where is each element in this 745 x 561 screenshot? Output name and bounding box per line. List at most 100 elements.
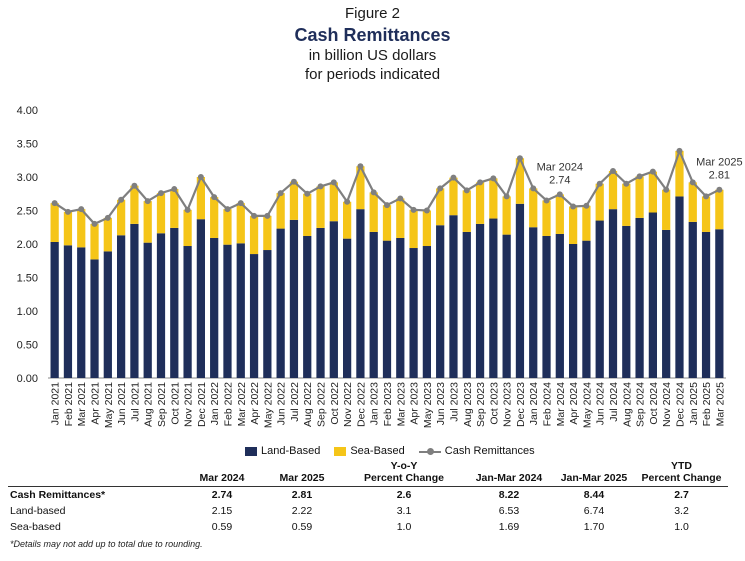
- x-tick-label: Jan 2021: [50, 382, 62, 425]
- bar-sea-based: [63, 211, 73, 246]
- line-point-cash-remittances: [623, 180, 630, 187]
- line-point-cash-remittances: [543, 197, 550, 204]
- x-tick-label: Aug 2024: [621, 382, 633, 427]
- x-tick-label: Jun 2024: [595, 382, 607, 425]
- x-tick-label: Jul 2021: [129, 382, 141, 422]
- bar-land-based: [608, 209, 618, 378]
- bar-land-based: [396, 237, 405, 378]
- bar-land-based: [555, 233, 564, 378]
- x-tick-label: Aug 2021: [143, 382, 155, 427]
- bar-land-based: [356, 209, 365, 378]
- line-point-cash-remittances: [64, 208, 71, 215]
- annotation-value: 2.81: [709, 170, 730, 182]
- line-point-cash-remittances: [290, 178, 297, 185]
- table-header-cell: Jan-Mar 2024: [465, 460, 553, 487]
- table-cell: 1.0: [674, 521, 689, 533]
- table-row: Sea-based 0.59 0.59 1.0 1.69 1.70 1.0: [8, 519, 728, 535]
- legend-label-line: Cash Remittances: [444, 445, 535, 457]
- chart-subtitle-period: for periods indicated: [304, 66, 441, 83]
- annotation-value: 2.74: [549, 174, 570, 186]
- bar-sea-based: [289, 181, 299, 220]
- x-tick-label: Nov 2021: [183, 382, 195, 427]
- line-point-cash-remittances: [503, 193, 510, 200]
- x-tick-label: Mar 2022: [236, 382, 248, 427]
- table-cell: 1.70: [583, 521, 605, 533]
- figure-titles: Figure 2 Cash Remittances in billion US …: [0, 4, 745, 84]
- bar-sea-based: [342, 201, 352, 239]
- line-point-cash-remittances: [344, 198, 351, 205]
- bar-sea-based: [595, 183, 604, 221]
- bar-sea-based: [236, 203, 245, 244]
- x-tick-label: Aug 2023: [462, 382, 474, 427]
- x-tick-label: Feb 2021: [63, 382, 75, 427]
- bar-sea-based: [116, 199, 126, 236]
- bar-sea-based: [130, 185, 139, 224]
- x-tick-label: Sep 2023: [475, 382, 487, 427]
- bar-sea-based: [303, 193, 312, 236]
- line-point-cash-remittances: [370, 189, 377, 196]
- bar-land-based: [582, 240, 591, 378]
- table-row-label: Cash Remittances*: [10, 489, 106, 501]
- line-point-cash-remittances: [144, 198, 151, 205]
- bar-sea-based: [502, 196, 511, 235]
- summary-table: Mar 2024 Mar 2025 Y-o-Y Percent Change J…: [8, 460, 728, 535]
- table-cell: 8.44: [583, 489, 605, 501]
- line-point-cash-remittances: [171, 186, 178, 193]
- line-point-cash-remittances: [78, 206, 85, 213]
- legend-swatch-sea: [334, 446, 347, 456]
- x-tick-label: Feb 2023: [382, 382, 394, 427]
- bar-land-based: [662, 229, 671, 378]
- table-cell: 2.81: [291, 489, 313, 501]
- table-cell: 6.74: [583, 505, 605, 517]
- bar-sea-based: [143, 201, 152, 243]
- table-cell: 2.15: [211, 505, 233, 517]
- bar-land-based: [542, 235, 551, 378]
- line-point-cash-remittances: [583, 202, 590, 209]
- x-tick-label: Apr 2021: [90, 382, 102, 425]
- line-point-cash-remittances: [158, 190, 164, 197]
- bar-sea-based: [382, 205, 392, 241]
- table-cell: 1.0: [396, 521, 412, 533]
- line-point-cash-remittances: [277, 190, 284, 197]
- table-header-cell: Mar 2025: [261, 460, 343, 487]
- bar-sea-based: [675, 150, 684, 197]
- chart-legend: Land-Based Sea-Based Cash Remittances: [245, 445, 645, 457]
- bar-sea-based: [409, 209, 418, 249]
- line-point-cash-remittances: [197, 174, 204, 180]
- x-tick-label: Sep 2022: [316, 382, 328, 427]
- line-point-cash-remittances: [463, 187, 470, 194]
- bar-sea-based: [396, 198, 405, 238]
- bar-sea-based: [422, 210, 432, 247]
- line-point-cash-remittances: [437, 185, 444, 192]
- bar-sea-based: [662, 189, 671, 230]
- table-cell: 3.2: [674, 505, 689, 517]
- chart-title: Cash Remittances: [294, 25, 451, 45]
- table-header-cell: Y-o-Y Percent Change: [343, 460, 465, 487]
- bar-sea-based: [369, 192, 378, 232]
- x-tick-label: Mar 2023: [395, 382, 407, 427]
- x-tick-label: Jul 2023: [448, 382, 460, 422]
- table-cell: 8.22: [498, 489, 520, 501]
- bar-land-based: [223, 244, 232, 378]
- legend-line-marker: [418, 447, 441, 456]
- bar-land-based: [316, 227, 325, 378]
- bar-land-based: [130, 223, 139, 378]
- x-tick-label: Apr 2024: [568, 382, 580, 425]
- line-point-cash-remittances: [423, 207, 430, 214]
- x-tick-label: Aug 2022: [302, 382, 314, 427]
- bar-sea-based: [156, 193, 166, 234]
- x-tick-label: Oct 2024: [648, 382, 660, 425]
- x-tick-label: Jan 2022: [209, 382, 221, 425]
- bar-land-based: [143, 242, 152, 378]
- x-tick-label: Mar 2021: [76, 382, 88, 427]
- table-cell: 3.1: [396, 505, 412, 517]
- line-point-cash-remittances: [384, 202, 390, 209]
- bar-land-based: [103, 251, 112, 378]
- x-tick-label: Nov 2024: [661, 382, 673, 427]
- bar-sea-based: [489, 178, 498, 219]
- bar-sea-based: [648, 171, 658, 213]
- x-tick-label: Oct 2021: [169, 382, 181, 425]
- line-point-cash-remittances: [556, 191, 563, 198]
- bar-land-based: [170, 227, 179, 378]
- bar-land-based: [715, 229, 724, 378]
